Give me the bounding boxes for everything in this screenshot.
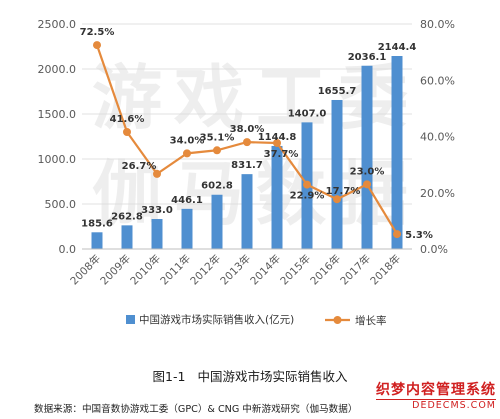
- stamp-title: 织梦内容管理系统: [376, 382, 496, 398]
- bar-value-label: 2036.1: [348, 52, 387, 63]
- bar: [121, 225, 133, 249]
- x-tick-label: 2013年: [218, 252, 254, 288]
- bar: [391, 56, 403, 250]
- y-right-tick-label: 80.0%: [420, 18, 455, 31]
- line-point: [153, 169, 161, 178]
- legend-line-label: 增长率: [355, 314, 387, 327]
- line-point: [243, 138, 251, 147]
- legend: 中国游戏市场实际销售收入(亿元) 增长率: [126, 313, 387, 327]
- x-tick-label: 2014年: [248, 252, 284, 288]
- bar: [181, 208, 193, 249]
- line-point: [183, 149, 191, 158]
- x-tick-label: 2018年: [368, 252, 404, 288]
- legend-bar-label: 中国游戏市场实际销售收入(亿元): [139, 313, 294, 326]
- bar-value-label: 262.8: [111, 211, 143, 222]
- y-right-tick-label: 20.0%: [420, 187, 455, 200]
- bar: [151, 219, 163, 249]
- line-value-label: 26.7%: [122, 161, 157, 172]
- y-left-tick-label: 2000.0: [38, 63, 77, 76]
- watermark-glyph: 游: [92, 57, 162, 139]
- x-tick-label: 2016年: [308, 252, 344, 288]
- watermark-glyph: 数: [256, 153, 326, 235]
- bar: [241, 174, 253, 249]
- y-left-tick-label: 500.0: [45, 198, 77, 211]
- x-tick-label: 2017年: [338, 252, 374, 288]
- watermark-glyph: 戏: [174, 57, 244, 139]
- line-point: [303, 180, 311, 189]
- line-value-label: 37.7%: [264, 149, 299, 160]
- y-left-tick-label: 0.0: [59, 243, 77, 256]
- figure-number: 图1-1: [152, 369, 186, 384]
- bar-value-label: 185.6: [81, 218, 113, 229]
- bar: [271, 145, 283, 249]
- bar: [211, 194, 223, 249]
- y-right-tick-label: 40.0%: [420, 131, 455, 144]
- bar-value-label: 602.8: [201, 181, 233, 192]
- line-point: [273, 138, 281, 147]
- line-value-label: 41.6%: [110, 114, 145, 125]
- line-value-label: 17.7%: [326, 186, 361, 197]
- line-value-label: 72.5%: [80, 27, 115, 38]
- line-series: [93, 41, 401, 239]
- figure-caption: 图1-1 中国游戏市场实际销售收入: [0, 366, 500, 385]
- x-tick-label: 2009年: [98, 252, 134, 288]
- bar-value-label: 333.0: [141, 205, 173, 216]
- line-value-label: 35.1%: [200, 132, 235, 143]
- line-point: [213, 146, 221, 155]
- bar-value-label: 446.1: [171, 195, 203, 206]
- bar-value-label: 1144.8: [258, 132, 297, 143]
- bar-value-label: 831.7: [231, 160, 263, 171]
- watermark-glyph: 工: [256, 57, 326, 139]
- site-stamp: 织梦内容管理系统 DEDECMS.COM: [376, 379, 496, 411]
- legend-line-marker: [333, 316, 342, 324]
- line-point: [93, 41, 101, 50]
- x-tick-label: 2008年: [68, 252, 104, 288]
- bar: [331, 99, 343, 249]
- bar-value-label: 1407.0: [288, 108, 327, 119]
- legend-bar-swatch: [126, 315, 135, 324]
- line-point: [393, 230, 401, 239]
- stamp-url: DEDECMS.COM: [376, 399, 496, 411]
- line-point: [123, 128, 131, 136]
- x-tick-label: 2010年: [128, 252, 164, 288]
- y-left-tick-label: 2500.0: [38, 18, 77, 31]
- x-tick-label: 2012年: [188, 252, 224, 288]
- y-right-tick-label: 0.0%: [420, 243, 448, 256]
- line-value-label: 5.3%: [405, 230, 433, 241]
- bar-value-label: 1655.7: [318, 86, 357, 97]
- line-value-label: 22.9%: [290, 191, 325, 202]
- line-value-label: 34.0%: [170, 135, 205, 146]
- y-left-tick-label: 1000.0: [38, 153, 77, 166]
- bar: [91, 232, 103, 249]
- bar: [361, 65, 373, 249]
- y-left-tick-label: 1500.0: [38, 108, 77, 121]
- x-tick-label: 2011年: [158, 252, 194, 288]
- line-value-label: 38.0%: [230, 124, 265, 135]
- y-right-tick-label: 60.0%: [420, 74, 455, 87]
- bar-value-label: 2144.4: [378, 42, 417, 53]
- x-tick-label: 2015年: [278, 252, 314, 288]
- line-value-label: 23.0%: [350, 166, 385, 177]
- watermark-glyph: 伽: [92, 153, 162, 235]
- source-note: 数据来源：中国音数协游戏工委（GPC）& CNG 中新游戏研究（伽马数据）: [34, 404, 358, 415]
- figure-title: 中国游戏市场实际销售收入: [197, 369, 348, 384]
- line-point: [333, 195, 341, 204]
- line-point: [363, 180, 371, 189]
